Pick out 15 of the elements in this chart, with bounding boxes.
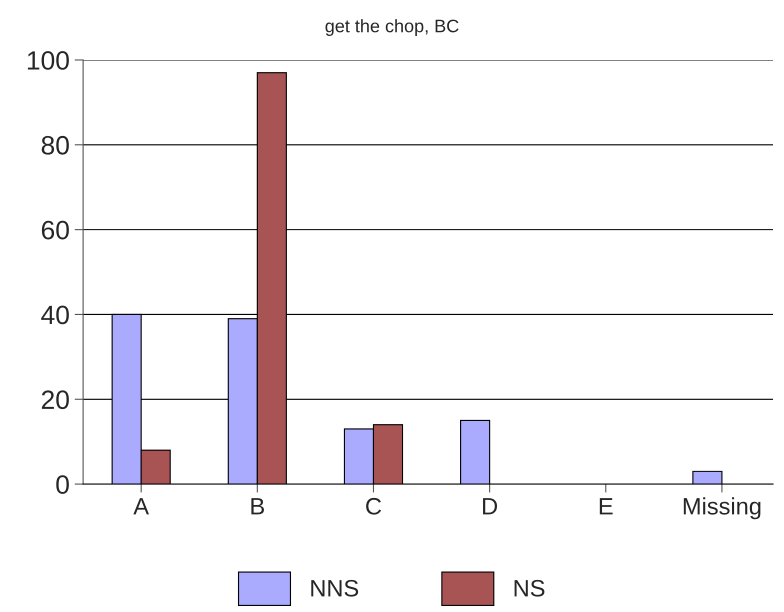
x-tick-label: D [483, 498, 498, 514]
y-tick-label: 0 [56, 475, 69, 494]
x-tick-label: E [600, 498, 613, 514]
y-tick-label: 100 [28, 51, 69, 70]
y-tick-label: 60 [42, 220, 69, 240]
chart-title: get the chop, BC [326, 19, 459, 36]
x-tick-label: Missing [684, 497, 760, 520]
y-tick-label: 80 [42, 136, 69, 155]
x-tick-label: A [133, 498, 150, 514]
x-tick-label: C [366, 498, 382, 515]
legend-label: NS [514, 580, 544, 597]
y-tick-label: 20 [42, 390, 69, 410]
y-tick-label: 40 [41, 306, 69, 324]
legend-label: NNS [311, 580, 358, 597]
x-tick-label: B [251, 498, 264, 514]
